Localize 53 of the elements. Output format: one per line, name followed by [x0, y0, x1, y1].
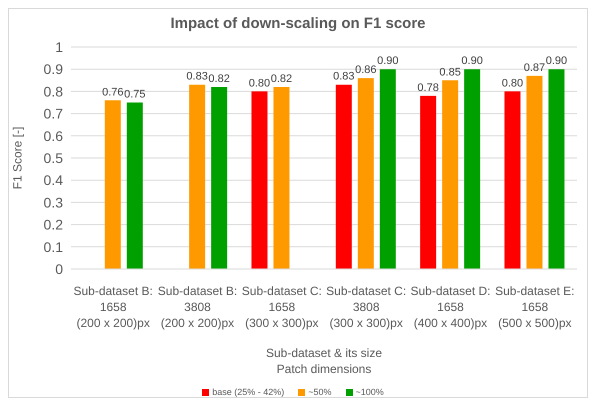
- data-label: 0.83: [333, 70, 355, 83]
- data-label: 0.80: [502, 77, 524, 90]
- y-tick-label: 0.1: [44, 238, 64, 255]
- bar: [442, 80, 458, 269]
- chart-title: Impact of down-scaling on F1 score: [169, 14, 427, 33]
- bar: [126, 102, 143, 269]
- data-label: 0.87: [524, 62, 546, 74]
- legend-label: ~50%: [308, 387, 332, 397]
- y-tick-label: 0.8: [44, 83, 64, 100]
- data-label: 0.76: [102, 86, 124, 98]
- bar: [504, 91, 520, 269]
- y-tick-label: 0.4: [44, 172, 64, 188]
- bar: [464, 69, 480, 269]
- y-tick-label: 0.3: [44, 194, 64, 210]
- y-tick-label: 0.5: [44, 150, 64, 166]
- y-tick-label: 0.7: [44, 106, 64, 122]
- y-tick-label: 0: [55, 260, 64, 277]
- x-tick-label: Sub-dataset B: 3808 (200 x 200)px: [158, 284, 238, 330]
- bar: [211, 86, 228, 269]
- data-label: 0.82: [270, 72, 292, 85]
- data-label: 0.80: [248, 77, 270, 90]
- x-tick-label: Sub-dataset C: 1658 (300 x 300)px: [242, 284, 322, 330]
- data-label: 0.90: [546, 55, 568, 68]
- y-tick-label: 0.2: [44, 216, 64, 233]
- y-tick-label: 0.9: [44, 61, 64, 78]
- data-label: 0.75: [124, 88, 146, 100]
- bar: [526, 76, 542, 269]
- x-tick-label: Sub-dataset D: 1658 (400 x 400)px: [410, 284, 491, 330]
- legend-label: base (25% - 42%): [212, 387, 284, 397]
- bar: [358, 78, 374, 269]
- x-tick-label: Sub-dataset E: 1658 (500 x 500)px: [495, 284, 575, 330]
- data-label: 0.82: [208, 72, 230, 85]
- data-label: 0.90: [461, 55, 483, 68]
- data-label: 0.90: [377, 55, 399, 68]
- y-tick-label: 1: [55, 38, 64, 55]
- y-axis-title: F1 Score [-]: [10, 126, 24, 190]
- data-label: 0.86: [355, 64, 377, 76]
- legend-label: ~100%: [356, 387, 384, 397]
- bar: [189, 84, 206, 269]
- y-tick-label: 0.6: [44, 128, 64, 144]
- bar: [548, 69, 564, 269]
- bar: [104, 100, 121, 269]
- bar: [336, 84, 352, 269]
- x-axis-title: Sub-dataset & its size Patch dimensions: [266, 346, 382, 376]
- x-tick-label: Sub-dataset C: 3808 (300 x 300)px: [326, 284, 406, 330]
- data-label: 0.78: [417, 82, 439, 94]
- bar: [380, 69, 396, 269]
- x-tick-label: Sub-dataset B: 1658 (200 x 200)px: [73, 284, 153, 330]
- data-label: 0.85: [439, 66, 461, 78]
- data-label: 0.83: [186, 70, 208, 83]
- bar: [273, 86, 290, 269]
- bar: [420, 96, 436, 269]
- bar: [251, 91, 268, 269]
